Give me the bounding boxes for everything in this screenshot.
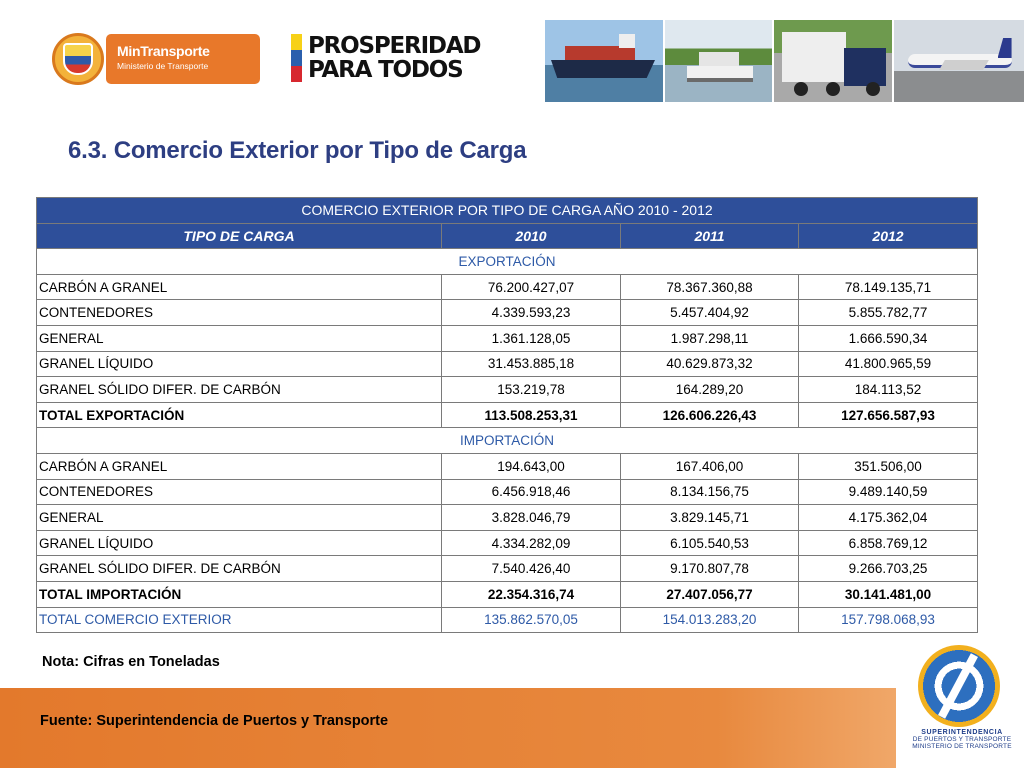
- table-note: Nota: Cifras en Toneladas: [42, 654, 220, 670]
- column-header-2012: 2012: [798, 222, 978, 250]
- value-cell-2012: 41.800.965,59: [798, 350, 978, 378]
- source-text: Fuente: Superintendencia de Puertos y Tr…: [40, 713, 389, 729]
- value-cell-2012: 1.666.590,34: [798, 324, 978, 352]
- table-caption: COMERCIO EXTERIOR POR TIPO DE CARGA AÑO …: [36, 197, 978, 224]
- slogan-line-2: PARA TODOS: [308, 57, 464, 83]
- value-cell-2010: 6.456.918,46: [441, 478, 621, 506]
- value-cell-2011: 78.367.360,88: [620, 273, 799, 301]
- cargo-type-cell: TOTAL COMERCIO EXTERIOR: [36, 606, 442, 634]
- value-cell-2011: 3.829.145,71: [620, 504, 799, 531]
- value-cell-2012: 6.858.769,12: [798, 529, 978, 557]
- value-cell-2012: 184.113,52: [798, 376, 978, 403]
- table-row: CARBÓN A GRANEL 194.643,00 167.406,00 351.5…: [36, 452, 978, 480]
- section-export: EXPORTACIÓN: [36, 248, 978, 275]
- supertransporte-logo-icon: [918, 645, 1000, 727]
- import-total-row: TOTAL IMPORTACIÓN 22.354.316,74 27.407.056…: [36, 580, 978, 608]
- table-row: GRANEL LÍQUIDO 31.453.885,18 40.629.873,32…: [36, 350, 978, 378]
- value-cell-2012: 9.489.140,59: [798, 478, 978, 506]
- value-cell-2010: 3.828.046,79: [441, 504, 621, 531]
- cargo-type-cell: GENERAL: [36, 324, 442, 352]
- page-title: 6.3. Comercio Exterior por Tipo de Carga: [68, 137, 527, 164]
- cargo-type-cell: GRANEL LÍQUIDO: [36, 529, 442, 557]
- table-row: GENERAL 1.361.128,05 1.987.298,11 1.666.590…: [36, 324, 978, 352]
- table-row: CARBÓN A GRANEL 76.200.427,07 78.367.360,8…: [36, 273, 978, 301]
- value-cell-2010: 1.361.128,05: [441, 324, 621, 352]
- value-cell-2010: 135.862.570,05: [441, 606, 621, 634]
- table-row: GENERAL 3.828.046,79 3.829.145,71 4.175.362…: [36, 504, 978, 531]
- cargo-trade-table: COMERCIO EXTERIOR POR TIPO DE CARGA AÑO …: [36, 197, 978, 634]
- table-row: CONTENEDORES 6.456.918,46 8.134.156,75 9.48…: [36, 478, 978, 506]
- value-cell-2011: 27.407.056,77: [620, 580, 799, 608]
- cargo-type-cell: CARBÓN A GRANEL: [36, 273, 442, 301]
- cargo-type-cell: GRANEL SÓLIDO DIFER. DE CARBÓN: [36, 376, 442, 403]
- value-cell-2012: 9.266.703,25: [798, 555, 978, 582]
- cargo-type-cell: CONTENEDORES: [36, 299, 442, 326]
- table-row: CONTENEDORES 4.339.593,23 5.457.404,92 5.85…: [36, 299, 978, 326]
- value-cell-2010: 113.508.253,31: [441, 401, 621, 429]
- value-cell-2012: 30.141.481,00: [798, 580, 978, 608]
- cargo-type-cell: CARBÓN A GRANEL: [36, 452, 442, 480]
- river-boat-photo: [664, 20, 773, 102]
- colombia-flag-icon: [291, 34, 302, 82]
- column-header-2010: 2010: [441, 222, 621, 250]
- column-header-cargo-type: TIPO DE CARGA: [36, 222, 442, 250]
- footer-band: [0, 688, 1024, 768]
- ministry-name: MinTransporte: [117, 43, 210, 59]
- cargo-type-cell: CONTENEDORES: [36, 478, 442, 506]
- grand-total-row: TOTAL COMERCIO EXTERIOR 135.862.570,05 154…: [36, 606, 978, 634]
- cargo-type-cell: TOTAL EXPORTACIÓN: [36, 401, 442, 429]
- table-row: GRANEL SÓLIDO DIFER. DE CARBÓN 7.540.426,…: [36, 555, 978, 582]
- cargo-type-cell: GRANEL LÍQUIDO: [36, 350, 442, 378]
- section-label: EXPORTACIÓN: [36, 248, 978, 275]
- value-cell-2010: 153.219,78: [441, 376, 621, 403]
- value-cell-2010: 76.200.427,07: [441, 273, 621, 301]
- cargo-ship-photo: [545, 20, 663, 102]
- shield-icon: [63, 43, 93, 75]
- value-cell-2010: 7.540.426,40: [441, 555, 621, 582]
- section-label: IMPORTACIÓN: [36, 427, 978, 454]
- mintransporte-logo: MinTransporte Ministerio de Transporte: [106, 34, 260, 84]
- slogan-line-1: PROSPERIDAD: [308, 33, 482, 59]
- value-cell-2012: 5.855.782,77: [798, 299, 978, 326]
- value-cell-2012: 351.506,00: [798, 452, 978, 480]
- section-import: IMPORTACIÓN: [36, 427, 978, 454]
- value-cell-2012: 157.798.068,93: [798, 606, 978, 634]
- value-cell-2011: 40.629.873,32: [620, 350, 799, 378]
- table-row: GRANEL SÓLIDO DIFER. DE CARBÓN 153.219,78…: [36, 376, 978, 403]
- value-cell-2010: 4.334.282,09: [441, 529, 621, 557]
- value-cell-2011: 9.170.807,78: [620, 555, 799, 582]
- column-header-2011: 2011: [620, 222, 799, 250]
- value-cell-2010: 4.339.593,23: [441, 299, 621, 326]
- value-cell-2011: 164.289,20: [620, 376, 799, 403]
- cargo-type-cell: TOTAL IMPORTACIÓN: [36, 580, 442, 608]
- value-cell-2010: 31.453.885,18: [441, 350, 621, 378]
- value-cell-2012: 78.149.135,71: [798, 273, 978, 301]
- value-cell-2011: 1.987.298,11: [620, 324, 799, 352]
- value-cell-2012: 4.175.362,04: [798, 504, 978, 531]
- cargo-type-cell: GRANEL SÓLIDO DIFER. DE CARBÓN: [36, 555, 442, 582]
- export-total-row: TOTAL EXPORTACIÓN 113.508.253,31 126.606.2…: [36, 401, 978, 429]
- truck-photo: [774, 20, 892, 102]
- ministry-subtitle: Ministerio de Transporte: [117, 61, 209, 71]
- value-cell-2010: 22.354.316,74: [441, 580, 621, 608]
- cargo-type-cell: GENERAL: [36, 504, 442, 531]
- value-cell-2011: 126.606.226,43: [620, 401, 799, 429]
- value-cell-2011: 8.134.156,75: [620, 478, 799, 506]
- prosperidad-logo: PROSPERIDAD PARA TODOS: [291, 34, 495, 86]
- transport-photo-strip: [545, 20, 1024, 102]
- table-row: GRANEL LÍQUIDO 4.334.282,09 6.105.540,53 6.…: [36, 529, 978, 557]
- value-cell-2011: 6.105.540,53: [620, 529, 799, 557]
- value-cell-2012: 127.656.587,93: [798, 401, 978, 429]
- value-cell-2011: 5.457.404,92: [620, 299, 799, 326]
- airplane-photo: [893, 20, 1024, 102]
- value-cell-2011: 167.406,00: [620, 452, 799, 480]
- colombia-crest-logo: [52, 33, 104, 85]
- value-cell-2011: 154.013.283,20: [620, 606, 799, 634]
- value-cell-2010: 194.643,00: [441, 452, 621, 480]
- supertransporte-logo-text: SUPERINTENDENCIA DE PUERTOS Y TRANSPORTE…: [912, 729, 1012, 750]
